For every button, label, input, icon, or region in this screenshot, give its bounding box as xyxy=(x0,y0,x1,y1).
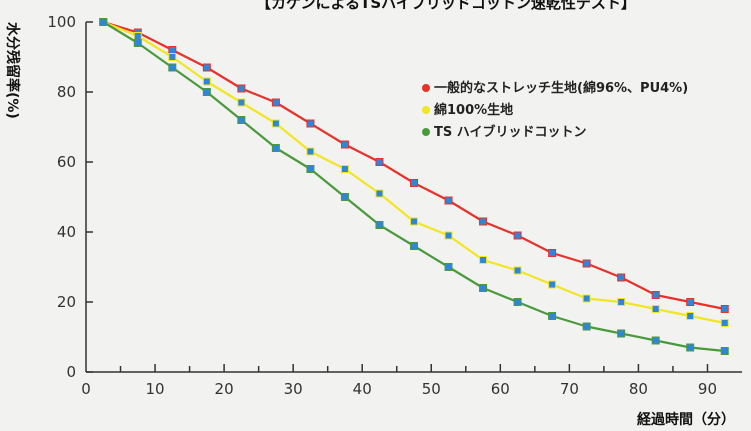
x-tick-label: 90 xyxy=(698,380,717,398)
data-point-s3 xyxy=(237,116,246,124)
data-point-s3 xyxy=(444,263,453,271)
data-point-s2 xyxy=(686,312,695,320)
y-tick-label: 60 xyxy=(57,153,76,171)
series-line-2 xyxy=(102,20,725,325)
series-layer xyxy=(99,18,729,355)
legend-label-1: 一般的なストレッチ生地(綿96%、PU4%) xyxy=(434,80,688,96)
data-point-s3 xyxy=(513,298,522,306)
data-point-s3 xyxy=(410,242,418,250)
data-point-s1 xyxy=(410,179,418,187)
data-point-s3 xyxy=(720,347,729,355)
legend-marker-3 xyxy=(422,128,430,136)
data-point-s2 xyxy=(306,147,315,156)
data-point-s2 xyxy=(513,266,522,275)
x-tick-label: 10 xyxy=(146,380,165,398)
x-tick-label: 30 xyxy=(284,380,303,398)
data-point-s3 xyxy=(479,284,488,292)
data-point-s3 xyxy=(582,322,591,331)
data-point-s3 xyxy=(133,39,142,47)
data-point-s3 xyxy=(651,336,660,345)
data-point-s3 xyxy=(202,88,211,96)
data-point-s2 xyxy=(617,298,626,306)
data-point-s2 xyxy=(582,294,591,303)
data-point-s3 xyxy=(686,343,695,352)
data-point-s3 xyxy=(99,18,108,26)
y-axis-title: 水分残留率(%) xyxy=(4,22,21,119)
x-tick-label: 70 xyxy=(560,380,579,398)
data-point-s2 xyxy=(720,319,729,327)
x-tick-label: 40 xyxy=(353,380,372,398)
legend-marker-1 xyxy=(422,84,430,92)
y-tick-label: 40 xyxy=(57,223,76,241)
data-point-s1 xyxy=(340,140,349,149)
data-point-s1 xyxy=(617,273,626,282)
data-point-s1 xyxy=(271,98,280,107)
data-point-s1 xyxy=(237,84,246,93)
data-point-s1 xyxy=(548,249,557,257)
data-point-s2 xyxy=(479,256,488,264)
legend: 一般的なストレッチ生地(綿96%、PU4%) 綿100%生地 TS ハイブリッドコッ… xyxy=(422,80,688,140)
data-point-s1 xyxy=(375,158,384,166)
y-tick-label: 20 xyxy=(57,293,76,311)
data-point-s2 xyxy=(410,217,418,226)
data-point-s3 xyxy=(168,63,177,72)
data-point-s2 xyxy=(168,53,177,61)
data-point-s1 xyxy=(444,196,453,205)
data-point-s1 xyxy=(686,298,695,306)
x-tick-label: 0 xyxy=(81,380,91,398)
data-point-s2 xyxy=(651,305,660,313)
data-point-s2 xyxy=(444,231,453,240)
data-point-s2 xyxy=(548,280,557,289)
data-point-s2 xyxy=(340,165,349,173)
data-point-s3 xyxy=(548,312,557,320)
data-point-s1 xyxy=(513,231,522,240)
legend-label-2: 綿100%生地 xyxy=(434,102,513,118)
x-axis-title: 経過時間（分） xyxy=(637,411,735,428)
data-point-s3 xyxy=(340,193,349,201)
legend-marker-2 xyxy=(422,106,430,114)
x-tick-label: 20 xyxy=(215,380,234,398)
data-point-s2 xyxy=(202,77,211,86)
data-point-s2 xyxy=(271,119,280,128)
data-point-s1 xyxy=(720,305,729,313)
data-point-s1 xyxy=(582,259,591,268)
x-tick-label: 80 xyxy=(629,380,648,398)
chart-title: 【カケンによるTSハイブリッドコットン速乾性テスト】 xyxy=(256,0,636,12)
y-tick-label: 80 xyxy=(57,83,76,101)
data-point-s3 xyxy=(617,329,626,338)
data-point-s2 xyxy=(237,98,246,107)
data-point-s1 xyxy=(168,46,177,54)
x-tick-label: 50 xyxy=(422,380,441,398)
x-tick-label: 60 xyxy=(491,380,510,398)
y-tick-label: 0 xyxy=(66,363,76,381)
data-point-s1 xyxy=(306,119,315,128)
data-point-s1 xyxy=(479,217,488,226)
y-tick-label: 100 xyxy=(47,13,76,31)
data-point-s3 xyxy=(271,144,280,152)
data-point-s3 xyxy=(306,165,315,173)
series-line-1 xyxy=(102,20,725,311)
legend-label-3: TS ハイブリッドコットン xyxy=(434,124,587,140)
axes: 0 20 40 60 80 100 0 10 20 30 40 50 60 70 80 90 xyxy=(47,13,742,398)
data-point-s2 xyxy=(375,189,384,198)
data-point-s3 xyxy=(375,221,384,229)
data-point-s2 xyxy=(133,32,142,40)
data-point-s1 xyxy=(202,63,211,72)
data-point-s1 xyxy=(651,291,660,299)
